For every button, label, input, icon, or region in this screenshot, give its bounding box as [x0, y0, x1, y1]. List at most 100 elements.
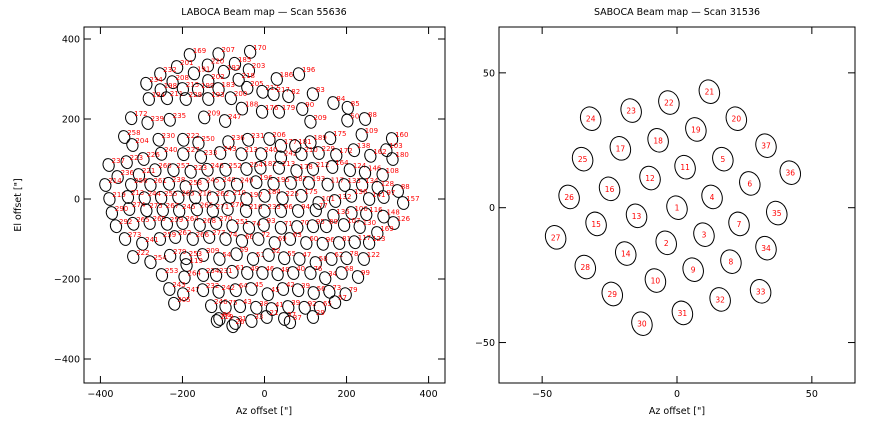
beam-label: 229 — [322, 145, 335, 153]
beam-ellipse — [371, 180, 384, 195]
beam-label: 213 — [245, 146, 258, 154]
beam-ellipse — [302, 176, 315, 190]
beam-label: 199 — [201, 82, 214, 90]
beam-ellipse — [196, 268, 210, 282]
beam-ellipse — [144, 255, 157, 270]
beam-label: 70 — [300, 219, 309, 227]
beam-ellipse — [631, 311, 653, 336]
beam-label: 195 — [277, 176, 290, 184]
beam-ellipse — [278, 251, 291, 266]
beam-ellipse — [598, 176, 621, 202]
x-tick-label: −50 — [532, 389, 552, 400]
beam-ellipse — [198, 110, 211, 125]
beam-label: 259 — [170, 216, 183, 224]
beam-label: 88 — [401, 183, 410, 191]
beam-label: 19 — [691, 125, 701, 134]
beam-label: 46 — [265, 265, 274, 273]
beam-label: 34 — [328, 270, 337, 278]
beam-ellipse — [103, 192, 116, 206]
beam-label: 244 — [148, 190, 162, 198]
beam-label: 221 — [142, 167, 155, 175]
beam-ellipse — [300, 236, 313, 250]
beam-label: 232 — [163, 66, 176, 74]
beam-label: 39 — [301, 282, 310, 290]
beam-ellipse — [122, 202, 136, 216]
beam-ellipse — [362, 236, 376, 250]
beam-label: 99 — [361, 269, 370, 277]
beam-ellipse — [224, 91, 237, 106]
beam-label: 238 — [172, 176, 185, 184]
beam-ellipse — [709, 287, 731, 312]
beam-label: 66 — [245, 233, 254, 241]
beam-ellipse — [292, 204, 305, 218]
beam-label: 33 — [756, 287, 766, 296]
beam-ellipse — [176, 216, 189, 230]
beam-label: 219 — [112, 191, 125, 199]
beam-label: 24 — [586, 115, 596, 124]
beam-label: 169 — [193, 47, 206, 55]
beam-label: 262 — [178, 229, 191, 237]
beam-ellipse — [725, 106, 748, 131]
beam-ellipse — [252, 232, 265, 246]
beam-label: 268 — [203, 217, 216, 225]
beam-label: 305 — [177, 296, 190, 304]
beam-ellipse — [160, 91, 173, 106]
beam-label: 17 — [616, 144, 626, 153]
beam-label: 243 — [172, 281, 185, 289]
beam-label: 208 — [176, 74, 189, 82]
beam-ellipse — [142, 92, 155, 106]
beam-label: 135 — [336, 208, 349, 216]
beam-label: 236 — [121, 169, 135, 177]
beam-ellipse — [228, 316, 242, 330]
beam-ellipse — [371, 226, 384, 240]
beam-label: 126 — [397, 215, 411, 223]
beam-ellipse — [341, 113, 354, 128]
beam-ellipse — [201, 58, 215, 73]
beam-label: 27 — [551, 233, 561, 242]
y-tick-label: 0 — [489, 203, 495, 214]
beam-label: 14 — [621, 250, 631, 259]
beam-label: 58 — [319, 255, 328, 263]
beam-ellipse — [330, 148, 343, 162]
beam-label: 97 — [386, 189, 395, 197]
beam-label: 4 — [710, 193, 715, 202]
beam-label: 213 — [131, 189, 144, 197]
beam-label: 157 — [406, 195, 419, 203]
beam-label: 247 — [228, 113, 241, 121]
beam-label: 34 — [761, 244, 771, 253]
beam-label: 85 — [351, 100, 360, 108]
beam-label: 74 — [229, 231, 238, 239]
beam-label: 250 — [201, 135, 214, 143]
beam-label: 274 — [132, 201, 146, 209]
beam-label: 273 — [128, 231, 141, 239]
beam-label: 8 — [729, 258, 734, 267]
beam-label: 96 — [326, 236, 335, 244]
beam-ellipse — [99, 178, 112, 192]
beam-label: 20 — [732, 115, 742, 124]
beam-label: 227 — [186, 146, 199, 154]
beam-ellipse — [209, 268, 223, 282]
beam-ellipse — [362, 192, 376, 206]
beam-label: 210 — [233, 189, 246, 197]
beam-ellipse — [615, 241, 637, 266]
beam-label: 164 — [335, 159, 349, 167]
beam-ellipse — [149, 163, 162, 178]
beam-ellipse — [177, 147, 190, 162]
beam-label: 193 — [211, 91, 224, 99]
beam-label: 25 — [578, 155, 588, 164]
beam-ellipse — [287, 266, 300, 280]
beam-label: 243 — [223, 145, 236, 153]
beam-label: 230 — [162, 132, 175, 140]
beam-label: 51 — [256, 251, 265, 259]
beam-label: 106 — [354, 205, 368, 213]
beam-ellipse — [544, 225, 567, 250]
beam-label: 241 — [145, 236, 158, 244]
beam-label: 309 — [206, 247, 219, 255]
beam-label: 269 — [153, 215, 166, 223]
beam-label: 123 — [372, 235, 385, 243]
beam-ellipse — [335, 266, 348, 280]
beam-ellipse — [176, 82, 189, 96]
beam-ellipse — [283, 315, 297, 330]
beam-ellipse — [666, 195, 688, 220]
